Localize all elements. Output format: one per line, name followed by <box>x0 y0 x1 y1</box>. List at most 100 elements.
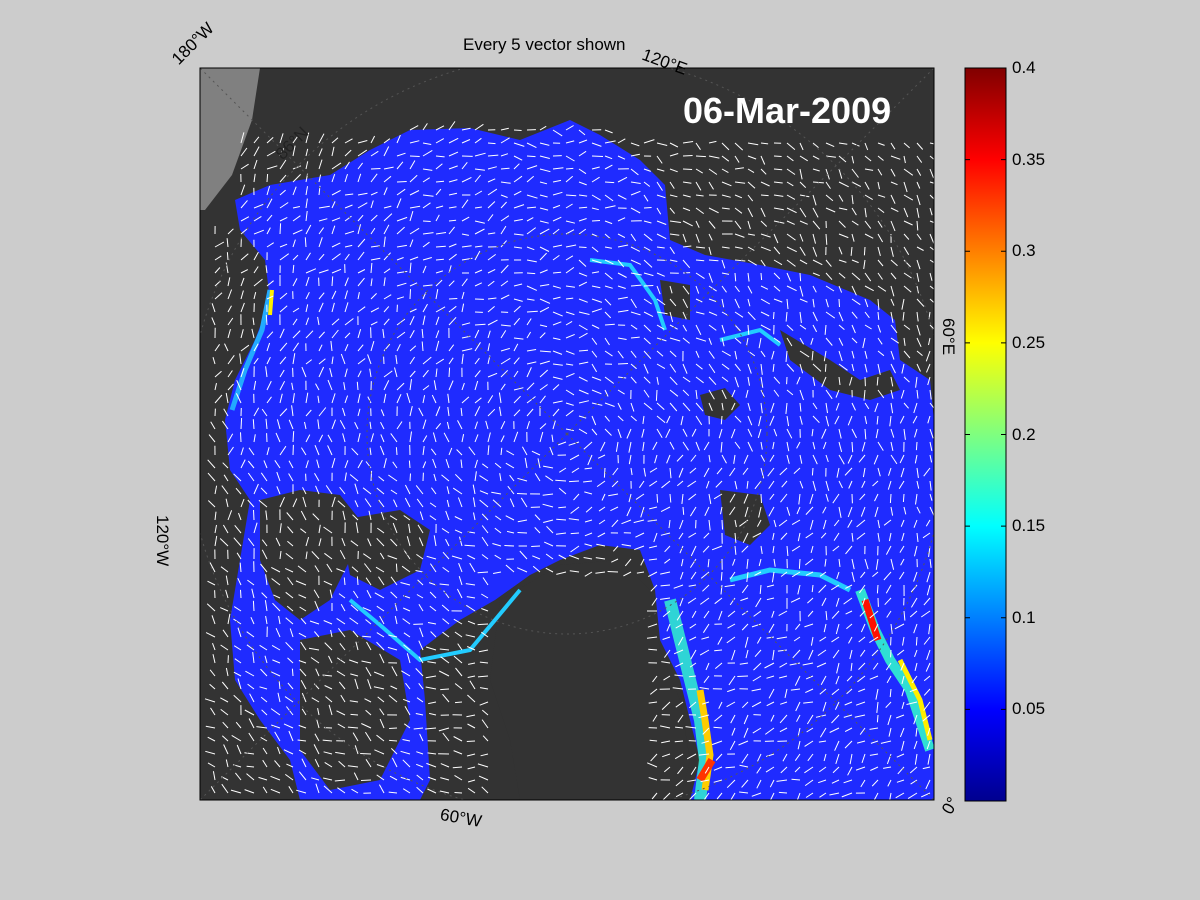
drift-vector <box>565 203 573 209</box>
drift-vector <box>754 649 762 658</box>
drift-vector <box>864 155 872 162</box>
drift-vector <box>356 576 359 586</box>
drift-vector <box>730 428 736 439</box>
drift-vector <box>365 577 372 586</box>
drift-vector <box>452 487 463 495</box>
drift-vector <box>656 402 665 410</box>
drift-vector <box>721 376 729 382</box>
drift-vector <box>305 161 309 170</box>
drift-vector <box>382 329 385 339</box>
drift-vector <box>467 554 476 560</box>
drift-vector <box>911 675 918 684</box>
drift-vector <box>237 577 242 586</box>
drift-vector <box>336 617 346 625</box>
drift-vector <box>466 753 476 757</box>
drift-vector <box>318 358 326 365</box>
drift-vector <box>721 337 725 347</box>
drift-vector <box>396 296 405 300</box>
drift-vector <box>890 441 894 452</box>
drift-vector <box>838 324 845 330</box>
drift-vector <box>279 133 284 144</box>
drift-vector <box>565 402 574 406</box>
drift-vector <box>790 688 801 691</box>
drift-vector <box>929 441 933 452</box>
drift-vector <box>418 640 424 651</box>
drift-vector <box>466 596 476 599</box>
drift-vector <box>266 396 272 404</box>
drift-vector <box>903 402 909 409</box>
drift-vector <box>430 448 437 456</box>
drift-vector <box>755 597 762 608</box>
drift-vector <box>422 315 426 326</box>
drift-vector <box>474 245 483 248</box>
drift-vector <box>418 656 424 664</box>
drift-vector <box>899 727 905 738</box>
drift-vector <box>785 402 788 414</box>
drift-vector <box>721 272 730 275</box>
drift-vector <box>422 220 431 222</box>
drift-vector <box>568 518 580 521</box>
drift-vector <box>270 775 281 781</box>
drift-vector <box>902 311 905 321</box>
drift-vector <box>487 178 496 183</box>
drift-vector <box>760 402 763 414</box>
drift-vector <box>649 688 658 695</box>
drift-vector <box>318 237 323 248</box>
drift-vector <box>829 792 840 796</box>
drift-vector <box>279 305 288 313</box>
drift-vector <box>734 259 746 262</box>
drift-vector <box>773 311 775 320</box>
drift-vector <box>660 506 671 513</box>
drift-vector <box>500 420 506 430</box>
drift-vector <box>773 168 783 171</box>
drift-vector <box>409 227 420 235</box>
drift-vector <box>916 298 925 307</box>
drift-vector <box>656 428 663 438</box>
drift-vector <box>617 363 629 365</box>
colorbar-tick-label: 0.2 <box>1012 424 1036 444</box>
drift-vector <box>301 758 307 768</box>
drift-vector <box>682 168 693 170</box>
drift-vector <box>409 345 417 352</box>
colorbar-tick-label: 0.35 <box>1012 149 1046 169</box>
drift-vector <box>890 363 896 374</box>
drift-vector <box>435 163 443 170</box>
drift-vector <box>369 447 372 456</box>
drift-vector <box>468 662 476 665</box>
drift-vector <box>661 661 671 664</box>
drift-vector <box>354 678 359 690</box>
drift-vector <box>725 766 736 769</box>
drift-vector <box>811 428 814 437</box>
drift-vector <box>729 571 736 580</box>
drift-vector <box>578 400 590 404</box>
drift-vector <box>643 168 651 172</box>
drift-vector <box>565 229 575 235</box>
drift-vector <box>326 563 333 573</box>
drift-vector <box>890 311 894 323</box>
drift-vector <box>429 515 437 521</box>
drift-vector <box>287 540 294 547</box>
drift-vector <box>743 714 749 725</box>
drift-vector <box>310 657 320 664</box>
drift-vector <box>526 259 537 263</box>
drift-vector <box>552 420 556 430</box>
drift-vector <box>747 428 753 437</box>
drift-vector <box>454 683 463 690</box>
drift-vector <box>604 194 614 202</box>
drift-vector <box>308 647 320 651</box>
drift-vector <box>604 246 612 249</box>
drift-vector <box>901 532 905 542</box>
drift-vector <box>396 331 406 339</box>
drift-vector <box>539 181 548 185</box>
drift-vector <box>266 150 276 157</box>
drift-vector <box>388 474 398 482</box>
drift-vector <box>578 168 587 175</box>
drift-vector <box>409 356 416 365</box>
drift-vector <box>747 298 751 307</box>
drift-vector <box>430 631 437 638</box>
drift-vector <box>689 506 697 517</box>
drift-vector <box>409 308 417 313</box>
drift-vector <box>643 389 650 398</box>
drift-vector <box>474 329 480 339</box>
drift-vector <box>773 220 785 224</box>
